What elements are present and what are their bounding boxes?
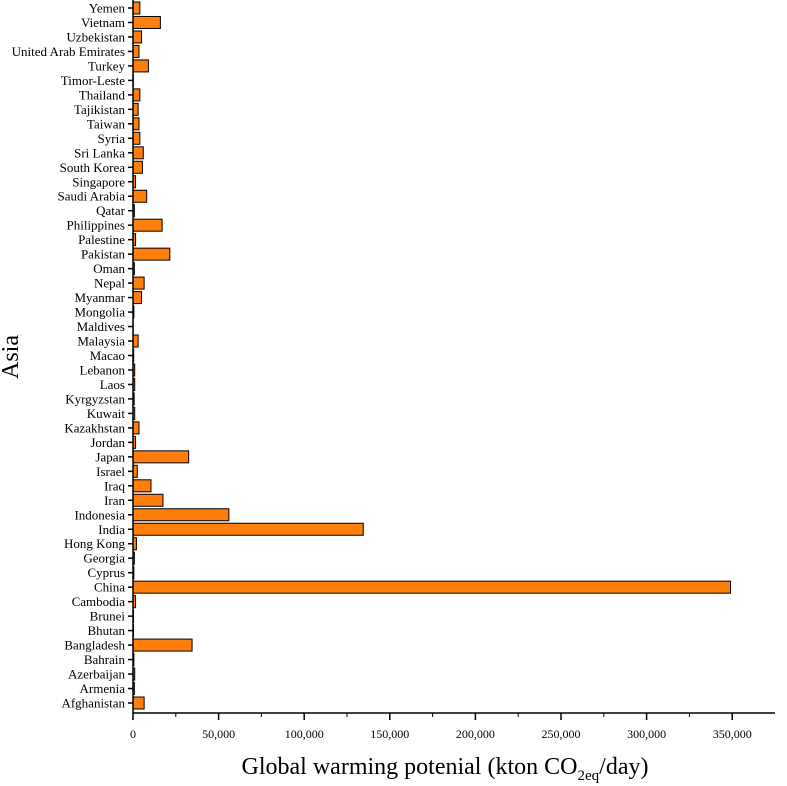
bar-united-arab-emirates: [132, 44, 140, 58]
y-tick-label-thailand: Thailand: [79, 87, 126, 102]
bar-iraq: [132, 479, 152, 493]
y-tick-label-cambodia: Cambodia: [72, 594, 126, 609]
bar-pakistan: [132, 247, 171, 261]
bar-nepal: [132, 276, 145, 290]
labels-layer: AfghanistanArmeniaAzerbaijanBahrainBangl…: [12, 1, 752, 742]
y-tick-label-saudi-arabia: Saudi Arabia: [57, 189, 125, 204]
y-tick-label-india: India: [98, 522, 125, 537]
x-tick-label-0: 0: [130, 727, 136, 741]
y-tick-label-bahrain: Bahrain: [84, 652, 126, 667]
y-tick-label-china: China: [94, 580, 125, 595]
x-tick-label-100000: 100,000: [285, 727, 324, 741]
bar-thailand: [132, 88, 141, 102]
y-axis-title: Asia: [0, 335, 24, 379]
y-tick-label-afghanistan: Afghanistan: [61, 696, 125, 711]
y-tick-label-bhutan: Bhutan: [87, 623, 125, 638]
y-tick-label-iraq: Iraq: [104, 478, 125, 493]
x-tick-label-250000: 250,000: [542, 727, 581, 741]
bar-malaysia: [132, 334, 139, 348]
x-axis-title-tail: /day): [599, 754, 648, 780]
y-tick-label-cyprus: Cyprus: [87, 565, 125, 580]
y-tick-label-armenia: Armenia: [80, 681, 126, 696]
y-tick-label-oman: Oman: [93, 261, 125, 276]
y-tick-label-jordan: Jordan: [90, 435, 125, 450]
y-tick-label-timor-leste: Timor-Leste: [61, 73, 125, 88]
y-tick-label-bangladesh: Bangladesh: [64, 638, 125, 653]
x-tick-label-350000: 350,000: [713, 727, 752, 741]
bar-saudi-arabia: [132, 189, 148, 203]
y-tick-label-vietnam: Vietnam: [81, 15, 125, 30]
y-tick-label-mongolia: Mongolia: [74, 305, 125, 320]
y-tick-label-israel: Israel: [96, 464, 125, 479]
x-axis-title-subscript: 2eq: [577, 768, 599, 784]
y-tick-label-georgia: Georgia: [83, 551, 125, 566]
y-tick-label-singapore: Singapore: [72, 174, 125, 189]
y-tick-label-taiwan: Taiwan: [87, 116, 126, 131]
y-tick-label-uzbekistan: Uzbekistan: [67, 29, 126, 44]
bar-vietnam: [132, 15, 161, 29]
y-tick-label-sri-lanka: Sri Lanka: [74, 145, 125, 160]
y-tick-label-palestine: Palestine: [78, 232, 125, 247]
y-tick-label-philippines: Philippines: [66, 218, 125, 233]
y-tick-label-kazakhstan: Kazakhstan: [64, 420, 125, 435]
bar-sri-lanka: [132, 146, 144, 160]
y-tick-label-myanmar: Myanmar: [74, 290, 125, 305]
y-tick-label-south-korea: South Korea: [60, 160, 126, 175]
bar-turkey: [132, 59, 149, 73]
bar-kazakhstan: [132, 421, 140, 435]
y-tick-label-tajikistan: Tajikistan: [74, 102, 126, 117]
y-tick-label-turkey: Turkey: [88, 58, 126, 73]
x-tick-label-200000: 200,000: [456, 727, 495, 741]
bar-yemen: [132, 1, 141, 15]
bar-indonesia: [132, 508, 230, 522]
y-tick-label-nepal: Nepal: [94, 276, 125, 291]
bar-myanmar: [132, 291, 143, 305]
y-tick-label-brunei: Brunei: [90, 609, 126, 624]
bar-tajikistan: [132, 102, 139, 116]
y-tick-label-kuwait: Kuwait: [87, 406, 126, 421]
bar-afghanistan: [132, 696, 145, 710]
y-tick-label-azerbaijan: Azerbaijan: [68, 667, 126, 682]
x-tick-label-150000: 150,000: [370, 727, 409, 741]
y-tick-label-syria: Syria: [98, 131, 126, 146]
y-tick-label-macao: Macao: [90, 348, 125, 363]
y-tick-label-kyrgyzstan: Kyrgyzstan: [65, 391, 125, 406]
y-tick-label-qatar: Qatar: [96, 203, 126, 218]
bar-iran: [132, 493, 164, 507]
bar-uzbekistan: [132, 30, 143, 44]
y-tick-label-indonesia: Indonesia: [74, 507, 125, 522]
bar-japan: [132, 450, 190, 464]
bar-india: [132, 522, 364, 536]
bar-south-korea: [132, 160, 143, 174]
bar-bangladesh: [132, 638, 193, 652]
bars-layer: [132, 1, 731, 710]
y-tick-label-united-arab-emirates: United Arab Emirates: [12, 44, 125, 59]
x-axis-title-main: Global warming potenial (kton CO: [242, 754, 578, 780]
y-tick-label-japan: Japan: [95, 449, 125, 464]
y-tick-label-lebanon: Lebanon: [80, 362, 126, 377]
y-tick-label-malaysia: Malaysia: [77, 334, 125, 349]
y-tick-label-yemen: Yemen: [89, 1, 126, 16]
y-tick-label-laos: Laos: [100, 377, 125, 392]
bar-taiwan: [132, 117, 140, 131]
y-tick-label-pakistan: Pakistan: [81, 247, 126, 262]
axes-layer: [132, 0, 775, 714]
ticks-layer: [128, 7, 733, 720]
x-axis-title: Global warming potenial (kton CO2eq/day): [242, 754, 649, 784]
y-tick-label-iran: Iran: [104, 493, 125, 508]
y-tick-label-maldives: Maldives: [77, 319, 125, 334]
x-tick-label-50000: 50,000: [202, 727, 235, 741]
bar-philippines: [132, 218, 163, 232]
y-tick-label-hong-kong: Hong Kong: [64, 536, 126, 551]
x-tick-label-300000: 300,000: [627, 727, 666, 741]
bar-china: [132, 580, 731, 594]
bar-syria: [132, 131, 141, 145]
